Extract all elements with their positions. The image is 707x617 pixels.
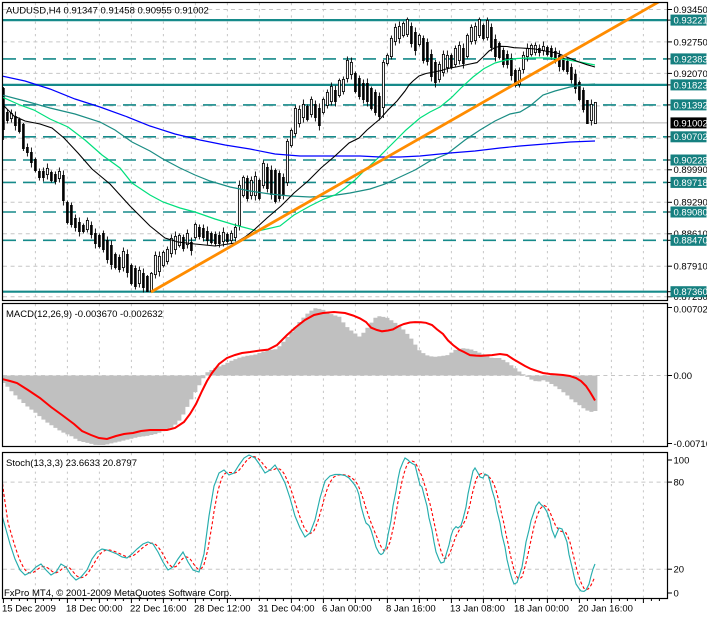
- svg-text:0.92383: 0.92383: [674, 54, 707, 65]
- svg-text:0.91392: 0.91392: [674, 100, 707, 111]
- svg-text:0.92750: 0.92750: [674, 37, 707, 48]
- svg-text:20 Jan 16:00: 20 Jan 16:00: [578, 604, 633, 615]
- svg-text:0.91823: 0.91823: [674, 80, 707, 91]
- svg-text:31 Dec 04:00: 31 Dec 04:00: [258, 604, 315, 615]
- svg-text:100: 100: [674, 455, 690, 466]
- svg-text:FxPro MT4, © 2001-2009 MetaQuo: FxPro MT4, © 2001-2009 MetaQuotes Softwa…: [4, 588, 232, 599]
- svg-text:0.91002: 0.91002: [674, 118, 707, 129]
- svg-text:0.87910: 0.87910: [674, 262, 707, 273]
- svg-text:0.89990: 0.89990: [674, 165, 707, 176]
- svg-text:Stoch(13,3,3) 23.6633 20.8797: Stoch(13,3,3) 23.6633 20.8797: [6, 458, 137, 469]
- svg-text:-0.00716: -0.00716: [674, 439, 707, 450]
- svg-text:0.87250: 0.87250: [674, 292, 707, 303]
- svg-text:0: 0: [674, 588, 679, 599]
- svg-text:8 Jan 16:00: 8 Jan 16:00: [386, 604, 436, 615]
- svg-text:0.00702: 0.00702: [674, 304, 707, 315]
- svg-text:0.87360: 0.87360: [674, 287, 707, 298]
- svg-text:0.88470: 0.88470: [674, 236, 707, 247]
- svg-text:0.89080: 0.89080: [674, 207, 707, 218]
- svg-text:20: 20: [674, 565, 685, 576]
- svg-text:18 Jan 00:00: 18 Jan 00:00: [514, 604, 569, 615]
- svg-text:0.92070: 0.92070: [674, 69, 707, 80]
- svg-text:0.00: 0.00: [674, 371, 693, 382]
- svg-text:0.88610: 0.88610: [674, 229, 707, 240]
- svg-text:AUDUSD,H4 0.91347 0.91458 0.9: AUDUSD,H4 0.91347 0.91458 0.90955 0.9100…: [6, 6, 209, 17]
- svg-text:15 Dec 2009: 15 Dec 2009: [2, 604, 56, 615]
- svg-text:0.89290: 0.89290: [674, 198, 707, 209]
- svg-text:13 Jan 08:00: 13 Jan 08:00: [450, 604, 505, 615]
- svg-text:0.90702: 0.90702: [674, 132, 707, 143]
- svg-text:6 Jan 00:00: 6 Jan 00:00: [322, 604, 372, 615]
- svg-text:MACD(12,26,9) -0.003670 -0.002: MACD(12,26,9) -0.003670 -0.002632: [6, 309, 163, 320]
- svg-text:28 Dec 12:00: 28 Dec 12:00: [194, 604, 251, 615]
- svg-text:22 Dec 16:00: 22 Dec 16:00: [130, 604, 187, 615]
- svg-text:0.90228: 0.90228: [674, 155, 707, 166]
- svg-text:0.89718: 0.89718: [674, 178, 707, 189]
- svg-text:0.93450: 0.93450: [674, 5, 707, 16]
- svg-text:18 Dec 00:00: 18 Dec 00:00: [66, 604, 123, 615]
- svg-text:0.93221: 0.93221: [674, 16, 707, 27]
- svg-text:80: 80: [674, 478, 685, 489]
